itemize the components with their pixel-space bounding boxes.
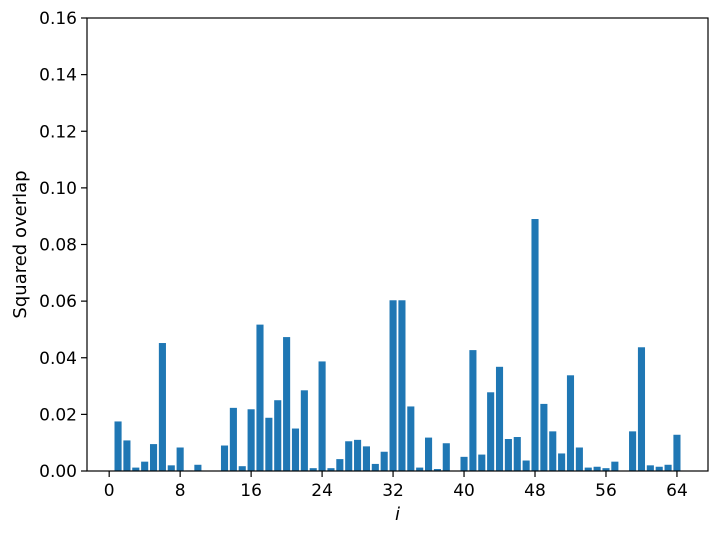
bar-3 <box>132 467 140 471</box>
bar-62 <box>655 466 663 471</box>
bar-46 <box>513 437 521 471</box>
bar-4 <box>141 461 149 471</box>
bar-63 <box>664 464 672 471</box>
bar-21 <box>291 428 300 471</box>
bar-35 <box>416 467 424 471</box>
bar-5 <box>149 444 158 471</box>
bar-1 <box>114 421 122 471</box>
bar-53 <box>575 447 583 471</box>
bar-7 <box>167 465 175 471</box>
x-tick-label-24: 24 <box>311 481 333 501</box>
plot-frame <box>86 17 709 472</box>
bar-36 <box>425 437 433 471</box>
bar-8 <box>176 447 184 471</box>
bar-6 <box>158 343 166 471</box>
y-tick-label-1: 0.02 <box>39 405 77 425</box>
bar-24 <box>318 361 326 471</box>
bar-37 <box>433 469 441 471</box>
bar-18 <box>265 417 273 471</box>
y-tick-label-7: 0.14 <box>39 66 77 86</box>
bar-61 <box>646 465 654 471</box>
bar-50 <box>549 431 557 471</box>
x-tick-label-8: 8 <box>175 481 186 501</box>
y-tick-label-6: 0.12 <box>39 122 77 142</box>
x-tick-label-64: 64 <box>666 481 688 501</box>
bar-42 <box>478 454 486 471</box>
y-tick-label-3: 0.06 <box>39 292 77 312</box>
bar-60 <box>637 347 646 471</box>
bar-26 <box>336 459 344 471</box>
bar-2 <box>123 440 131 471</box>
bar-25 <box>327 468 335 471</box>
bar-51 <box>558 453 566 471</box>
bar-20 <box>283 337 291 471</box>
bar-44 <box>495 366 504 471</box>
bar-55 <box>593 466 601 471</box>
x-tick-label-32: 32 <box>382 481 404 501</box>
bar-40 <box>460 456 468 471</box>
bar-56 <box>602 468 610 471</box>
x-axis: 0 8 16 24 32 40 48 56 64 <box>104 471 688 501</box>
bar-43 <box>487 392 495 471</box>
bars-group <box>114 219 681 471</box>
y-tick-label-4: 0.08 <box>39 236 77 256</box>
y-tick-label-5: 0.10 <box>39 179 77 199</box>
bar-64 <box>673 434 681 471</box>
bar-48 <box>531 219 539 471</box>
bar-31 <box>380 451 388 471</box>
y-axis-label: Squared overlap <box>10 170 31 318</box>
bar-19 <box>274 400 282 471</box>
bar-28 <box>354 439 362 471</box>
x-tick-label-40: 40 <box>453 481 475 501</box>
x-axis-label: i <box>395 504 400 525</box>
x-tick-label-16: 16 <box>240 481 262 501</box>
bar-38 <box>442 443 450 471</box>
bar-13 <box>220 445 229 471</box>
bar-45 <box>504 439 512 471</box>
bar-23 <box>309 468 317 471</box>
bar-54 <box>584 467 592 471</box>
bar-33 <box>398 300 406 471</box>
bar-22 <box>300 390 308 471</box>
bar-27 <box>345 441 353 471</box>
bar-30 <box>371 463 379 471</box>
bar-16 <box>247 409 255 471</box>
y-axis: 0.00 0.02 0.04 0.06 0.08 0.10 0.12 0.14 0.16 <box>39 9 87 482</box>
bar-41 <box>469 350 477 471</box>
y-tick-label-2: 0.04 <box>39 349 77 369</box>
y-tick-label-8: 0.16 <box>39 9 77 29</box>
bar-47 <box>522 460 530 471</box>
bar-14 <box>229 407 237 471</box>
bar-49 <box>540 403 548 471</box>
bar-17 <box>256 324 264 471</box>
bar-15 <box>238 466 246 471</box>
bar-29 <box>362 446 370 471</box>
x-tick-label-0: 0 <box>104 481 115 501</box>
x-tick-label-56: 56 <box>595 481 617 501</box>
bar-10 <box>194 464 202 471</box>
bar-32 <box>389 300 397 471</box>
bar-34 <box>407 406 415 471</box>
bar-59 <box>629 431 637 471</box>
x-tick-label-48: 48 <box>524 481 546 501</box>
y-tick-label-0: 0.00 <box>39 462 77 482</box>
bar-57 <box>611 461 619 471</box>
bar-52 <box>566 375 575 471</box>
